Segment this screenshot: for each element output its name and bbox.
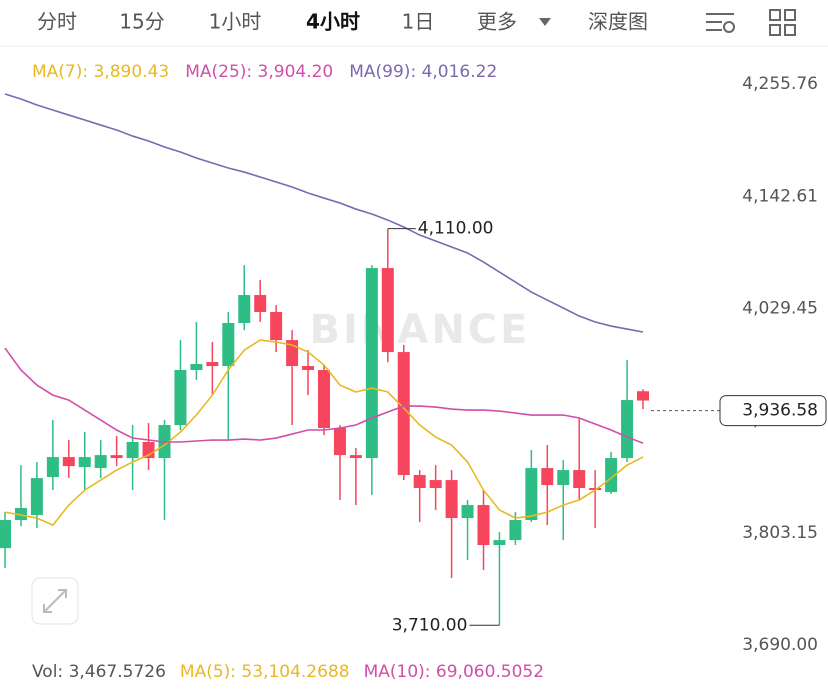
ma-legend-entry: MA(25): 3,904.20 (185, 62, 333, 82)
candle-body (381, 268, 394, 353)
y-tick-label: 3,803.15 (742, 523, 818, 543)
candle-body (541, 468, 554, 486)
candle-body (605, 458, 618, 493)
candle-body (349, 455, 362, 459)
candle-body (62, 457, 75, 467)
candle-body (190, 364, 203, 371)
icon-square[interactable] (769, 24, 781, 36)
expand-button[interactable] (31, 577, 79, 625)
icon-circle[interactable] (723, 21, 735, 33)
watermark: BINANCE (310, 307, 531, 353)
tab[interactable]: 更多 (477, 10, 517, 34)
candle-body (589, 488, 602, 491)
candle-body (621, 400, 634, 459)
candle-body (318, 370, 330, 429)
expand-icon[interactable] (43, 589, 67, 613)
icon-square[interactable] (784, 24, 796, 36)
candle-body (94, 455, 107, 469)
candle-body (126, 441, 139, 459)
icon-square[interactable] (784, 9, 796, 21)
ma-line (4, 339, 644, 527)
candle-body (110, 455, 123, 459)
candle-body (270, 311, 283, 341)
candle-body (365, 268, 378, 459)
candle-body (429, 480, 442, 489)
candle-body (254, 295, 267, 312)
tab[interactable]: 深度图 (588, 10, 648, 34)
y-tick-label: 3,690.00 (742, 635, 818, 655)
icon-square[interactable] (769, 9, 781, 21)
more-arrow[interactable] (539, 18, 551, 26)
volume-legend-entry: MA(10): 69,060.5052 (364, 662, 544, 682)
candle-body (413, 475, 426, 489)
annotation-label: 4,110.00 (418, 219, 494, 239)
candle-body (14, 508, 27, 521)
settings-icon[interactable] (706, 13, 735, 33)
candle-body (397, 352, 410, 476)
candle-body (525, 468, 538, 521)
candle-body (573, 470, 586, 489)
ma-legend-entry: MA(7): 3,890.43 (32, 62, 169, 82)
ma-legend: MA(7): 3,890.43 MA(25): 3,904.20 MA(99): 4… (32, 62, 497, 82)
candle-body (46, 457, 59, 478)
candle-body (206, 362, 219, 367)
y-tick-label: 4,029.45 (742, 298, 818, 318)
candle-body (637, 391, 649, 401)
layout-icon[interactable] (769, 9, 796, 36)
tab[interactable]: 分时 (37, 10, 77, 34)
dropdown-arrow[interactable] (539, 18, 551, 26)
tab[interactable]: 1小时 (209, 10, 262, 34)
current-price-label: 3,936.58 (742, 401, 818, 421)
ma-line (4, 347, 644, 444)
volume-legend: Vol: 3,467.5726 MA(5): 53,104.2688 MA(10):… (32, 662, 544, 682)
tab[interactable]: 15分 (119, 10, 164, 34)
candle-body (557, 470, 570, 486)
current-price-box (719, 395, 827, 427)
candle-body (302, 366, 315, 371)
candle-body (0, 520, 11, 549)
candle-body (461, 505, 474, 519)
annotation-label: 3,710.00 (392, 615, 468, 635)
y-tick-label: 4,255.76 (742, 74, 818, 94)
tab[interactable]: 1日 (402, 10, 435, 34)
y-tick-label: 4,142.61 (742, 186, 818, 206)
tab-bar: 分时 15分 1小时 4小时 1日 更多 深度图 (37, 10, 648, 34)
tab[interactable]: 4小时 (306, 10, 360, 34)
ma-line (4, 93, 644, 333)
plot (0, 93, 649, 626)
candle-body (238, 295, 251, 323)
candle-body (174, 370, 187, 426)
candle-body (333, 428, 346, 456)
candle-body (477, 505, 490, 546)
candle-body (78, 457, 91, 468)
ma-legend-entry: MA(99): 4,016.22 (349, 62, 497, 82)
candle-body (445, 480, 458, 519)
candle-body (30, 478, 43, 516)
candle-body (509, 520, 522, 541)
volume-legend-entry: Vol: 3,467.5726 (32, 662, 166, 682)
volume-legend-entry: MA(5): 53,104.2688 (180, 662, 350, 682)
candle-body (222, 322, 235, 367)
annotations: 4,110.00 3,710.00 3,936.58 (387, 219, 827, 635)
grid: 4,255.764,142.614,029.453,916.303,803.15… (742, 74, 818, 655)
candle-body (493, 540, 506, 546)
